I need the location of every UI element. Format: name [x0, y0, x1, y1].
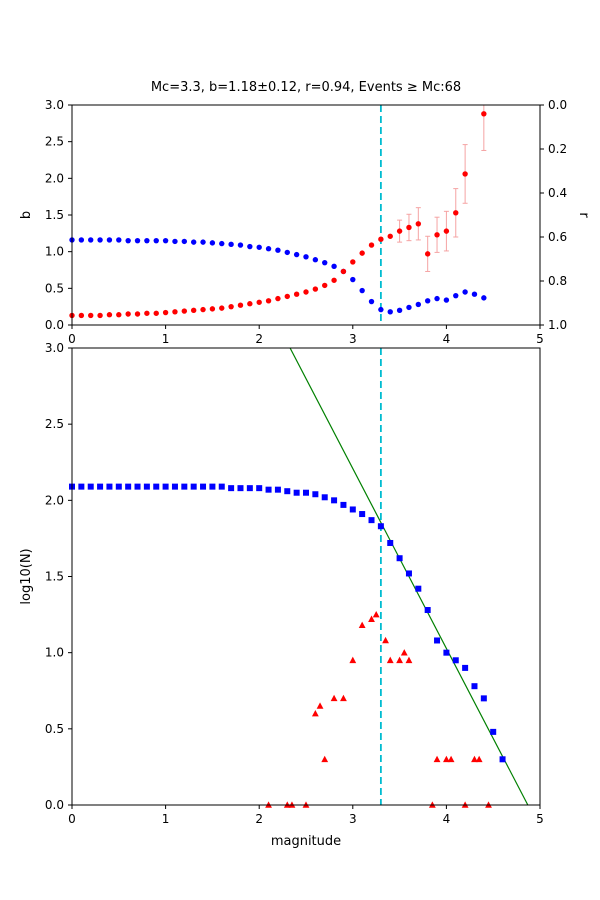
- x-tick-label: 1: [162, 332, 170, 346]
- b-value-series: [69, 237, 487, 315]
- cumulative-count-series: [69, 483, 506, 763]
- y2-tick-label: 0.0: [548, 98, 567, 112]
- x-tick-label: 0: [68, 812, 76, 826]
- y-tick-label: 0.5: [45, 722, 64, 736]
- y2-axis-label: r: [576, 212, 591, 218]
- x-tick-label: 1: [162, 812, 170, 826]
- frequency-magnitude-subplot: 0 1 2 3 4 5 0.0 0.5 1.0 1.5 2.0 2.5 3.0 log10(N) magni…: [19, 341, 544, 849]
- y-tick-label: 1.0: [45, 245, 64, 259]
- x-tick-label: 0: [68, 332, 76, 346]
- y-tick-label: 2.5: [45, 417, 64, 431]
- x-tick-label: 4: [443, 332, 451, 346]
- y-tick-label: 0.0: [45, 318, 64, 332]
- x-tick-label: 5: [536, 332, 544, 346]
- axes-frame: [71, 347, 541, 806]
- y-tick-label: 1.0: [45, 646, 64, 660]
- x-tick-label: 2: [255, 332, 263, 346]
- figure-title: Mc=3.3, b=1.18±0.12, r=0.94, Events ≥ Mc…: [151, 80, 461, 95]
- x-tick-label: 4: [443, 812, 451, 826]
- x-tick-label: 3: [349, 812, 357, 826]
- y-tick-label: 2.0: [45, 171, 64, 185]
- y2-tick-label: 0.2: [548, 142, 567, 156]
- y-axis-label: log10(N): [19, 548, 34, 604]
- y-tick-label: 2.5: [45, 135, 64, 149]
- x-tick-label: 2: [255, 812, 263, 826]
- y-tick-label: 3.0: [45, 98, 64, 112]
- y2-tick-label: 0.8: [548, 274, 567, 288]
- x-axis-label: magnitude: [271, 834, 341, 849]
- y2-tick-label: 0.4: [548, 186, 567, 200]
- x-tick-label: 5: [536, 812, 544, 826]
- b-vs-cutoff-subplot: 0 1 2 3 4 5 0.0 0.5 1.0 1.5 2.0 2.5 3.0 0.0 0.2 0.4 0.6 0…: [19, 80, 591, 346]
- x-tick-label: 3: [349, 332, 357, 346]
- y2-tick-label: 1.0: [548, 318, 567, 332]
- y-tick-label: 1.5: [45, 208, 64, 222]
- y-tick-label: 0.5: [45, 281, 64, 295]
- y-tick-label: 3.0: [45, 341, 64, 355]
- gr-fit-line: [289, 347, 529, 806]
- y2-tick-label: 0.6: [548, 230, 567, 244]
- y-tick-label: 1.5: [45, 570, 64, 584]
- r-value-series: [69, 104, 487, 319]
- y-tick-label: 2.0: [45, 493, 64, 507]
- non-cumulative-count-series: [265, 610, 492, 808]
- y-axis-label: b: [19, 211, 34, 219]
- y-tick-label: 0.0: [45, 798, 64, 812]
